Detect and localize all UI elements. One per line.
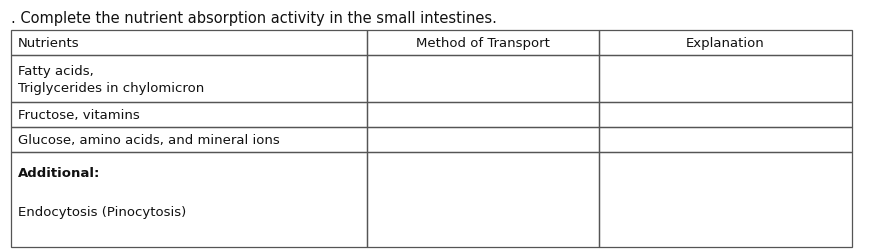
Bar xyxy=(599,31,852,56)
Bar xyxy=(11,56,367,102)
Text: . Complete the nutrient absorption activity in the small intestines.: . Complete the nutrient absorption activ… xyxy=(11,11,496,26)
Bar xyxy=(367,31,599,56)
Bar xyxy=(599,56,852,102)
Bar xyxy=(367,102,599,128)
Bar xyxy=(11,102,367,128)
Bar xyxy=(11,128,367,152)
Bar xyxy=(367,128,599,152)
Text: Method of Transport: Method of Transport xyxy=(416,37,550,50)
Bar xyxy=(599,128,852,152)
Bar xyxy=(599,102,852,128)
Bar xyxy=(367,152,599,248)
Bar xyxy=(367,56,599,102)
Text: Fructose, vitamins: Fructose, vitamins xyxy=(18,108,139,122)
Text: Explanation: Explanation xyxy=(686,37,765,50)
Bar xyxy=(11,152,367,248)
Text: Fatty acids,
Triglycerides in chylomicron: Fatty acids, Triglycerides in chylomicro… xyxy=(18,64,204,94)
Text: Glucose, amino acids, and mineral ions: Glucose, amino acids, and mineral ions xyxy=(18,134,279,146)
Bar xyxy=(599,152,852,248)
Text: Nutrients: Nutrients xyxy=(18,37,79,50)
Bar xyxy=(11,31,367,56)
Text: Additional:: Additional: xyxy=(18,166,100,179)
Text: Endocytosis (Pinocytosis): Endocytosis (Pinocytosis) xyxy=(18,205,186,218)
